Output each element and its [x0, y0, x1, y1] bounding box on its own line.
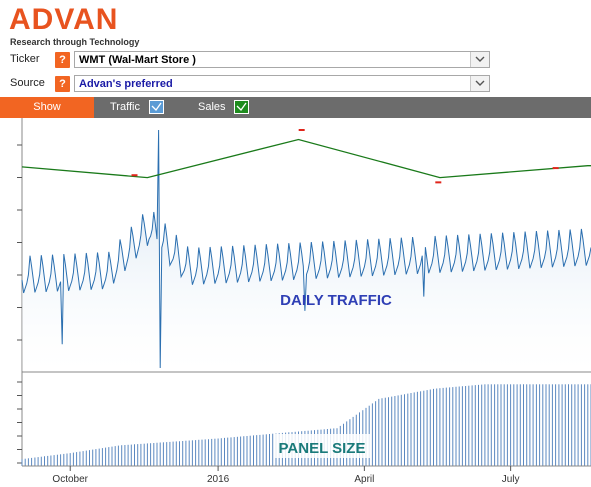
ticker-dropdown-arrow[interactable] [470, 52, 489, 67]
traffic-toggle-label: Traffic [110, 101, 140, 113]
ticker-label: Ticker [10, 53, 40, 65]
panel-size-panel: PANEL SIZE [17, 372, 591, 466]
x-tick-label: 2016 [207, 474, 230, 485]
x-axis-ticks: October 2016 April July [52, 466, 520, 485]
ticker-value: WMT (Wal-Mart Store ) [79, 54, 196, 66]
traffic-line [21, 129, 591, 369]
x-tick-label: July [502, 474, 520, 485]
ticker-help-button[interactable]: ? [55, 52, 70, 68]
checkmark-icon [151, 102, 162, 112]
chevron-down-icon [475, 80, 485, 86]
show-button[interactable]: Show [0, 97, 94, 118]
sales-line [21, 138, 591, 179]
traffic-chart: DAILY TRAFFIC PANEL SIZE October 2016 Apri… [17, 118, 591, 485]
source-dropdown-arrow[interactable] [470, 76, 489, 91]
source-row: Source ? Advan's preferred [0, 74, 591, 95]
sales-toggle-label: Sales [198, 101, 226, 113]
source-label: Source [10, 77, 45, 89]
logo-wordmark: ADVAN [9, 3, 119, 36]
source-select[interactable]: Advan's preferred [74, 75, 490, 92]
ticker-select[interactable]: WMT (Wal-Mart Store ) [74, 51, 490, 68]
traffic-checkbox[interactable] [149, 100, 164, 114]
x-tick-label: October [52, 474, 88, 485]
top-y-ticks [17, 144, 22, 341]
source-help-button[interactable]: ? [55, 76, 70, 92]
daily-traffic-annotation: DAILY TRAFFIC [280, 292, 392, 309]
x-tick-label: April [354, 474, 374, 485]
panel-size-annotation: PANEL SIZE [279, 440, 366, 457]
logo-tagline: Research through Technology [10, 37, 140, 47]
advan-logo: ADVAN Research through Technology [9, 3, 209, 47]
bottom-y-ticks [17, 381, 22, 464]
sales-checkbox[interactable] [234, 100, 249, 114]
checkmark-icon [236, 102, 247, 112]
source-value: Advan's preferred [79, 78, 173, 90]
daily-traffic-panel: DAILY TRAFFIC [17, 118, 591, 372]
traffic-area [22, 130, 591, 371]
sales-markers [131, 129, 559, 184]
ticker-row: Ticker ? WMT (Wal-Mart Store ) [0, 50, 591, 71]
chevron-down-icon [475, 56, 485, 62]
show-toolbar: Show Traffic Sales [0, 97, 591, 118]
panel-size-label-bg [274, 434, 370, 458]
